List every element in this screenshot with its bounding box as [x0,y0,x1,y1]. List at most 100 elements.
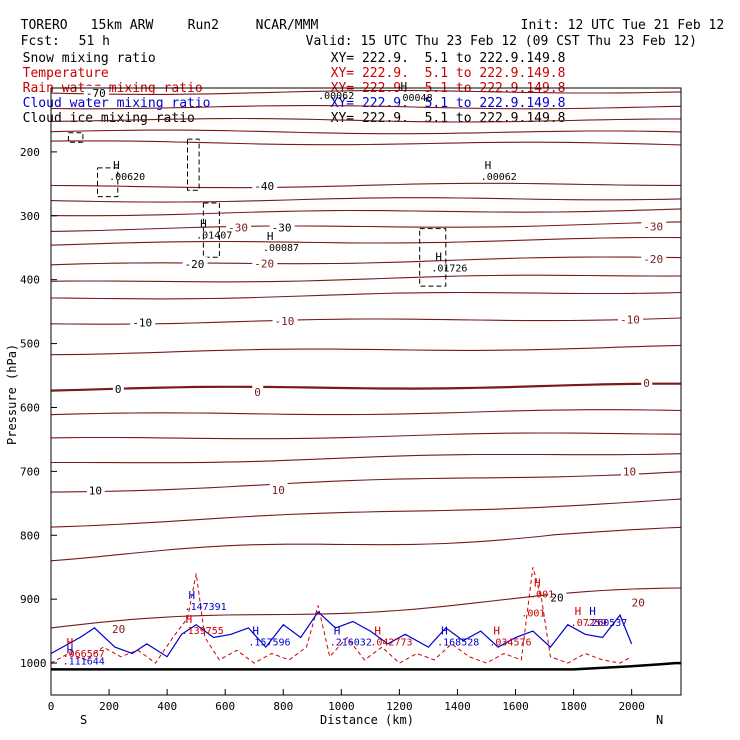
maximum-marker: H [67,643,74,656]
field-row-cloud-ice: Cloud ice mixing ratio [7,96,195,126]
temperature-contour [51,453,682,464]
init-time: Init: 12 UTC Tue 21 Feb 12 [520,18,725,33]
fcst-value: 51 h [78,34,110,49]
temperature-contour [50,498,682,528]
maximum-value: .00048 [396,93,432,104]
ice-contour [419,228,447,287]
temperature-contour [50,317,682,325]
contour-label: 0 [254,386,261,399]
maximum-marker: H [200,217,207,230]
maximum-value: .066567 [63,649,105,660]
maximum-marker: H [441,624,448,637]
fcst-label: Fcst: [20,34,60,49]
x-axis-label: Distance (km) [320,713,414,727]
field-xy: XY= 222.9. 5.1 to 222.9.149.8 [330,51,566,66]
contour-label-bg [86,483,105,496]
temperature-contour [50,471,682,493]
maximum-value: .147391 [185,602,227,613]
cloud-water-contour [50,610,633,658]
maximum-marker: H [252,624,259,637]
contour-label: 0 [643,377,650,390]
contour-label: -30 [228,221,248,234]
ground-line [51,661,681,671]
maximum-value: .034576 [489,637,531,648]
maximum-value: .042773 [370,637,412,648]
x-tick-label: 200 [99,700,119,713]
y-tick-label: 900 [20,593,40,606]
temperature-contour [50,382,681,392]
x-tick-label: 1000 [328,700,355,713]
x-tick-label: 1800 [560,700,587,713]
ice-contour [97,167,119,198]
rain-contours [50,567,632,664]
contour-label-bg [618,312,644,325]
temperature-contour [50,117,681,123]
maximum-value: .157596 [248,637,290,648]
contour-label-bg [620,464,639,477]
x-tick-label: 800 [273,700,293,713]
contour-label: 20 [112,623,125,636]
contour-label-bg [641,219,667,232]
contour-label: -40 [254,180,274,193]
temperature-contours [50,89,682,629]
maximum-marker: H [485,159,492,172]
maximum-value: .001 [530,589,554,600]
contour-label-bg [182,256,208,269]
contour-label-bg [130,315,156,328]
x-tick-label: 1600 [502,700,529,713]
contour-label-bg [629,595,648,608]
x-tick-label: 1200 [386,700,413,713]
temperature-contour [50,587,682,629]
model-name: TORERO [20,18,68,33]
y-tick-label: 1000 [20,657,47,670]
maximum-value: .00620 [109,172,145,183]
field-xy: XY= 222.9. 5.1 to 222.9.149.8 [330,66,566,81]
plot-border [50,87,682,696]
maximum-marker: H [374,624,381,637]
maximum-value: .260537 [585,618,627,629]
model-resolution: 15km ARW [90,18,154,33]
maximum-value: .00062 [481,172,517,183]
temperature-contour [50,89,682,95]
maximum-marker: H [267,230,274,243]
temperature-contour [50,256,682,266]
ice-contour [187,138,200,191]
run-label: Run2 [187,18,219,33]
contour-label-bg [252,385,264,398]
temperature-contour [50,274,682,283]
field-name: Cloud ice mixing ratio [22,111,195,126]
field-row-temperature: Temperature [7,51,109,81]
org-label: NCAR/MMM [255,18,319,33]
contour-labels: -70 -40 -30 -20 -10 0 10 20 -30 -20 -10 -10 -20 -30 0 0… [83,86,667,636]
y-tick-label: 800 [20,529,40,542]
maximum-value: .00087 [263,243,299,254]
temperature-contour [50,291,682,300]
contour-label-bg [641,252,667,265]
contour-label: -10 [275,315,295,328]
contour-label: 0 [115,383,122,396]
y-tick-label: 700 [20,465,40,478]
temperature-contour [50,140,682,146]
north-label: N [656,713,663,727]
contour-label: 10 [89,485,102,498]
temperature-contour [50,182,681,189]
contour-label: -20 [643,253,663,266]
x-tick-label: 2000 [618,700,645,713]
maximum-value: .001 [521,609,545,620]
contour-label-bg [252,256,278,269]
maximum-marker: H [589,605,596,618]
contour-label-bg [109,622,128,635]
temperature-contour [50,197,682,203]
field-row-snow: Snow mixing ratio [7,36,156,66]
temperature-contour [50,105,682,110]
contour-label: -30 [272,222,292,235]
contour-label-bg [548,590,567,603]
maximum-marker: H [493,624,500,637]
contour-label: 20 [632,596,645,609]
maximum-value: .139755 [182,626,224,637]
rain-contour [50,567,632,664]
contour-label: 10 [623,465,636,478]
cloud-water-contours [50,610,633,658]
